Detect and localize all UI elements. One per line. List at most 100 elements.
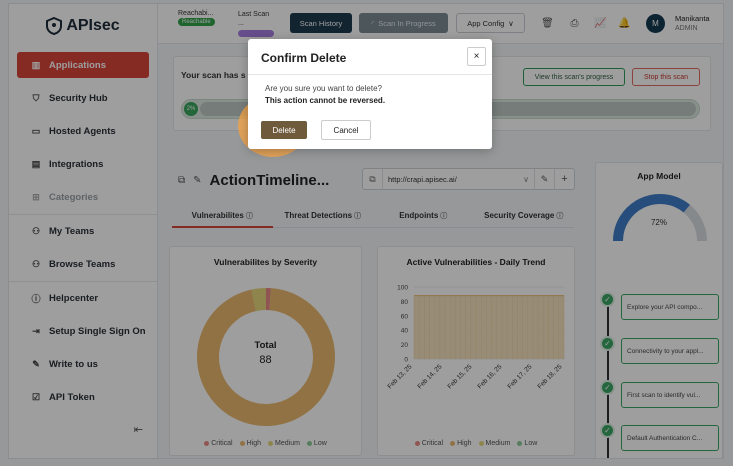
check-icon: ✓ (600, 336, 615, 351)
model-step-1[interactable]: Explore your API compo... (621, 294, 719, 320)
sidebar-item-security-hub[interactable]: ⛉ Security Hub (9, 82, 157, 115)
app-title-row: ⧉ ✎ ActionTimeline... (178, 169, 329, 191)
scan-banner-label: Your scan has s (181, 70, 246, 80)
pencil-icon[interactable]: ✎ (534, 169, 554, 189)
cancel-button[interactable]: Cancel (321, 120, 371, 140)
legend-item-low[interactable]: Low (306, 440, 327, 447)
sidebar-item-helpcenter[interactable]: ⓘ Helpcenter (9, 282, 157, 315)
sidebar-item-hosted-agents[interactable]: ▭ Hosted Agents (9, 115, 157, 148)
sidebar-item-sso[interactable]: ⇥ Setup Single Sign On (9, 315, 157, 348)
legend-item-high[interactable]: High (450, 440, 472, 447)
delete-button[interactable]: Delete (261, 121, 307, 139)
y-tick-label: 20 (401, 342, 409, 349)
trash-icon[interactable]: 🗑 (541, 18, 554, 29)
model-step-4[interactable]: Default Authentication C... (621, 425, 719, 451)
sidebar-item-api-token[interactable]: ☑ API Token (9, 381, 157, 414)
login-icon: ⇥ (32, 326, 40, 336)
info-icon: ⓘ (556, 212, 564, 220)
legend-label: High (457, 440, 472, 447)
sidebar-item-label: Applications (49, 59, 107, 71)
sidebar-item-label: Helpcenter (49, 293, 99, 304)
dialog-title: Confirm Delete (261, 51, 347, 65)
progress-fill: 2% (184, 102, 198, 116)
sidebar-item-browse-teams[interactable]: ⚇ Browse Teams (9, 248, 157, 281)
sidebar-divider (9, 214, 157, 215)
legend-dot (268, 441, 274, 446)
scan-history-button[interactable]: Scan History (290, 13, 352, 33)
sidebar: APIsec ▥ Applications ⛉ Security Hub ▭ Host… (9, 4, 158, 458)
model-step-2[interactable]: Connectivity to your appl... (621, 338, 719, 364)
sidebar-item-label: API Token (49, 392, 95, 403)
tab-endpoints[interactable]: Endpoints ⓘ (373, 204, 474, 227)
plus-icon[interactable]: + (554, 169, 574, 189)
severity-donut (197, 288, 335, 426)
url-select[interactable]: ⧉ http://crapi.apisec.ai/ ∨ ✎ + (362, 168, 575, 190)
app-model-title: App Model (637, 171, 681, 181)
chevron-down-icon[interactable]: ∨ (523, 174, 529, 184)
sidebar-item-label: Hosted Agents (49, 126, 116, 137)
legend-item-high[interactable]: High (239, 440, 262, 447)
legend-label: High (246, 440, 262, 447)
tab-threat-detections[interactable]: Threat Detections ⓘ (273, 204, 374, 227)
dialog-warning: This action cannot be reversed. (265, 96, 386, 105)
model-step-3[interactable]: First scan to identify vul... (621, 382, 719, 408)
avatar[interactable]: M (646, 14, 665, 33)
severity-title: Vulnerabilites by Severity (213, 257, 318, 267)
legend-item-low[interactable]: Low (517, 440, 537, 447)
chart-icon[interactable]: 📈 (594, 18, 607, 29)
view-scan-progress-button[interactable]: View this scan's progress (523, 68, 625, 86)
reachability-label: Reachabi... (178, 10, 214, 17)
check-icon: ✓ (600, 292, 615, 307)
pencil-icon[interactable]: ✎ (193, 174, 202, 186)
sidebar-item-applications[interactable]: ▥ Applications (17, 52, 149, 78)
app-title: ActionTimeline... (209, 171, 330, 189)
window-icon: ▤ (31, 159, 41, 169)
legend-item-medium[interactable]: Medium (268, 440, 300, 447)
legend-dot (517, 441, 523, 446)
print-icon[interactable]: ⎙ (570, 18, 579, 29)
legend-dot (414, 441, 420, 446)
stop-scan-button[interactable]: Stop this scan (632, 68, 700, 86)
sidebar-item-label: Setup Single Sign On (49, 326, 146, 337)
trend-title: Active Vulnerabilities - Daily Trend (406, 257, 546, 267)
users-icon: ⚇ (31, 226, 41, 236)
legend-item-critical[interactable]: Critical (204, 440, 233, 447)
tab-security-coverage[interactable]: Security Coverage ⓘ (474, 204, 575, 227)
logo[interactable]: APIsec (9, 4, 157, 48)
sidebar-item-write-to-us[interactable]: ✎ Write to us (9, 348, 157, 381)
collapse-sidebar-icon[interactable]: ⇤ (133, 424, 143, 436)
sidebar-item-label: Integrations (49, 159, 104, 170)
legend-item-critical[interactable]: Critical (414, 440, 443, 447)
app-config-button[interactable]: App Config ∨ (456, 13, 525, 33)
y-tick-label: 40 (401, 328, 409, 335)
apisec-logo-icon (46, 16, 63, 36)
top-bar: Reachabi... Reachable Last Scan ... Scan… (158, 4, 723, 44)
sidebar-item-integrations[interactable]: ▤ Integrations (9, 148, 157, 181)
sidebar-item-label: Browse Teams (49, 259, 116, 270)
user-info[interactable]: Manikanta ADMIN (675, 14, 710, 34)
sidebar-item-categories[interactable]: ⊞ Categories (9, 181, 157, 214)
sidebar-item-label: My Teams (49, 226, 95, 237)
reachability-badge: Reachable (178, 18, 215, 26)
shield-icon: ⛉ (32, 93, 40, 103)
scan-in-progress-button[interactable]: ◜ Scan In Progress (359, 13, 448, 33)
copy-icon[interactable]: ⧉ (363, 169, 383, 189)
donut-slice-high (197, 288, 335, 426)
copy-icon[interactable]: ⧉ (178, 174, 186, 186)
sidebar-item-my-teams[interactable]: ⚇ My Teams (9, 215, 157, 248)
close-icon[interactable]: × (467, 47, 486, 66)
gauge-fill (613, 194, 690, 242)
tab-vulnerabilites[interactable]: Vulnerabilites ⓘ (172, 204, 273, 228)
last-scan: Last Scan ... (238, 10, 274, 37)
edit-icon: ✎ (32, 359, 40, 369)
legend-dot (306, 441, 312, 446)
reachability: Reachabi... Reachable (178, 10, 215, 26)
timeline-line (607, 293, 609, 458)
y-tick-label: 0 (404, 357, 408, 364)
y-tick-label: 60 (401, 313, 409, 320)
bell-icon[interactable]: 🔔 (618, 18, 631, 29)
trend-card: Active Vulnerabilities - Daily Trend 0 20… (377, 246, 575, 456)
legend-item-medium[interactable]: Medium (478, 440, 510, 447)
